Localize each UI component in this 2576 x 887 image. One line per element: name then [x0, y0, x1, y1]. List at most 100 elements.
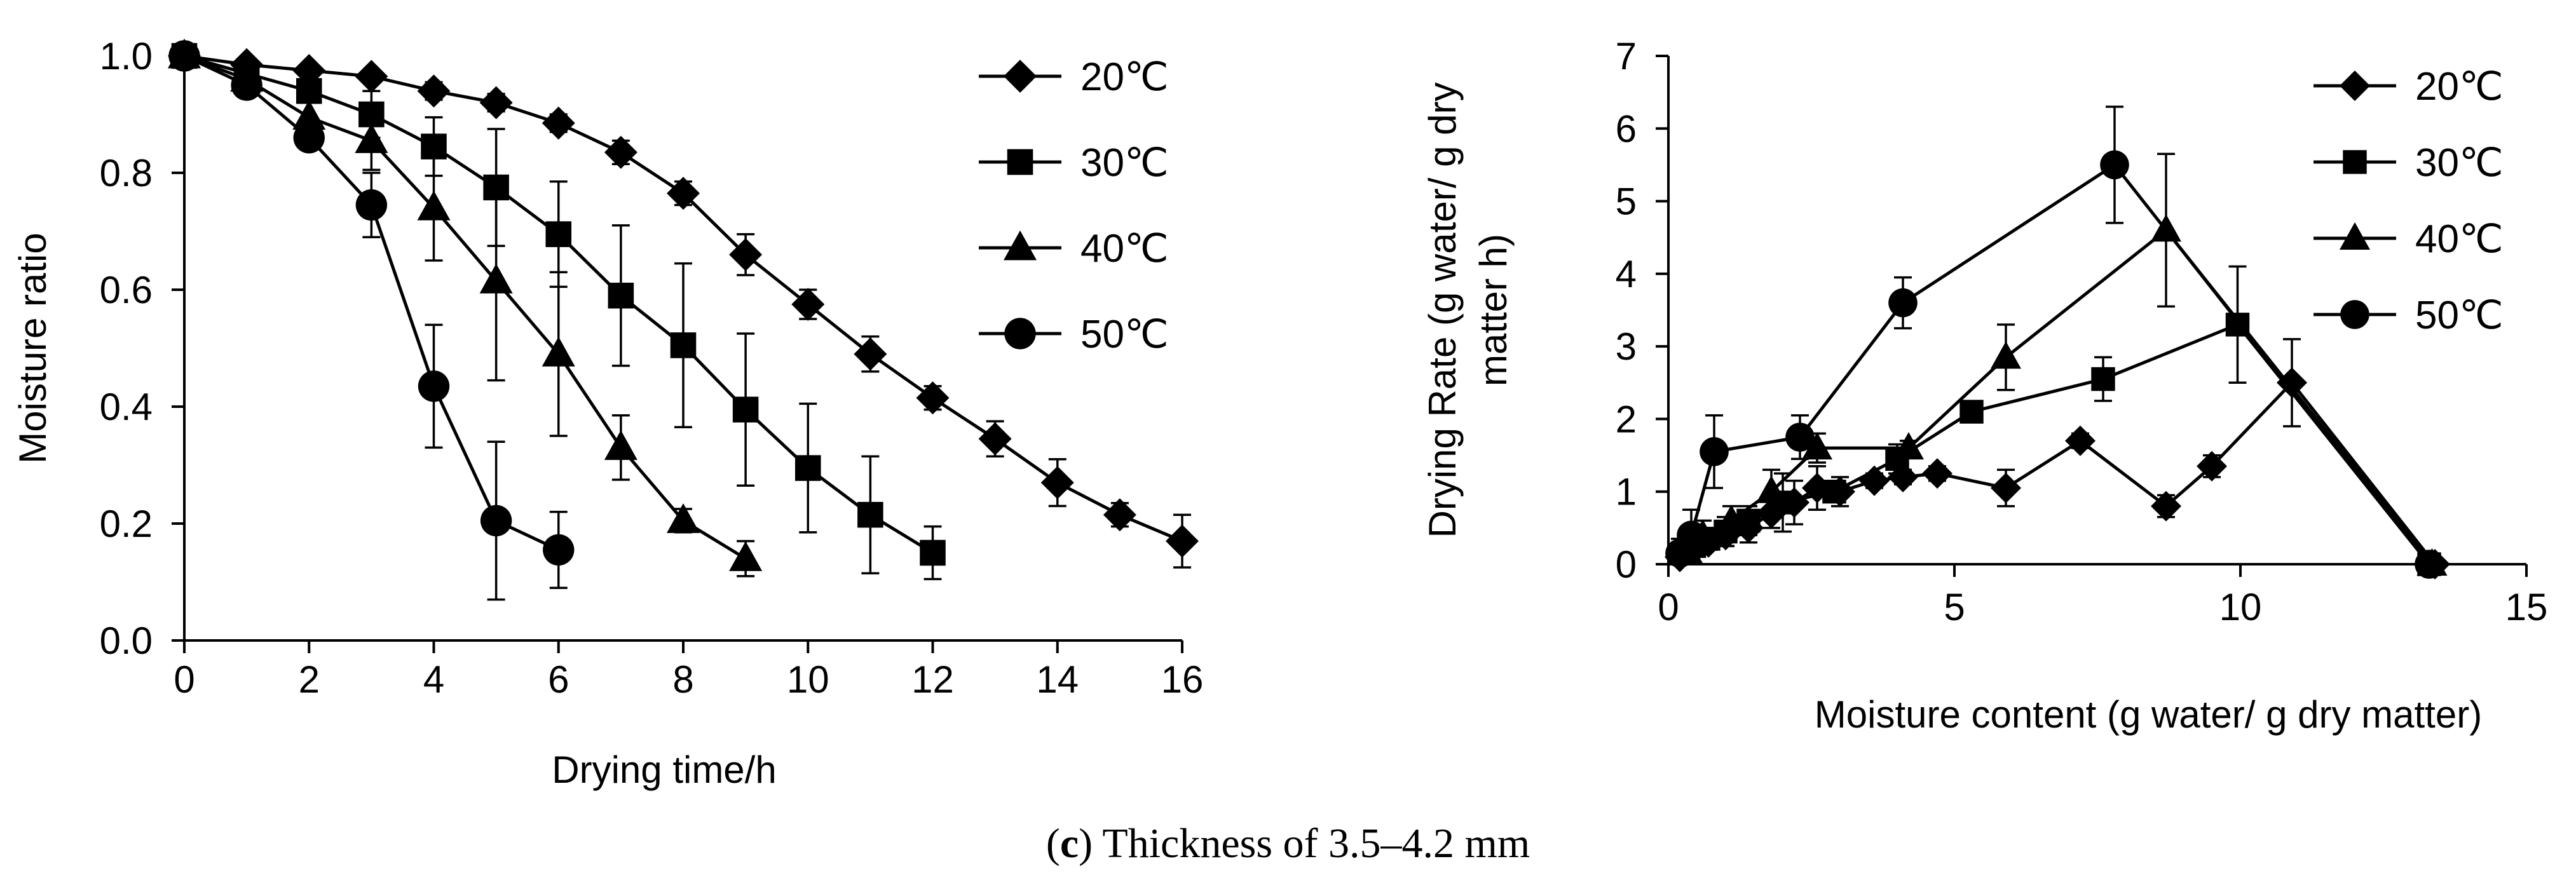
- data-point-circle: [1888, 288, 1918, 318]
- legend-entry: 50℃: [2314, 294, 2504, 337]
- legend-entry: 20℃: [2314, 65, 2504, 109]
- x-tick-label: 12: [911, 658, 954, 701]
- legend-label: 50℃: [1080, 313, 1169, 356]
- x-tick-label: 5: [1944, 586, 1965, 628]
- legend-marker-square: [2343, 150, 2367, 174]
- data-point-diamond: [355, 60, 388, 93]
- legend-label: 20℃: [2415, 65, 2504, 109]
- caption-label: c: [1060, 820, 1079, 867]
- data-point-circle: [2100, 150, 2129, 180]
- data-point-circle: [168, 40, 200, 72]
- y-axis-title: Drying Rate (g water/ g dry matter h): [1421, 83, 1515, 538]
- series-diamond: [1665, 337, 2450, 579]
- y-tick-label: 1: [1616, 471, 1637, 513]
- data-point-diamond: [1040, 466, 1074, 499]
- data-point-square: [920, 539, 946, 566]
- x-tick-label: 15: [2505, 586, 2548, 628]
- y-tick-label: 5: [1616, 180, 1637, 223]
- data-point-diamond: [729, 238, 763, 271]
- data-point-diamond: [1103, 498, 1136, 532]
- data-point-diamond: [667, 177, 700, 210]
- data-point-diamond: [542, 106, 575, 140]
- data-point-square: [794, 455, 821, 481]
- data-point-square: [670, 332, 697, 358]
- legend-marker-circle: [1004, 318, 1036, 349]
- data-point-square: [1822, 479, 1846, 504]
- legend-label: 40℃: [1080, 227, 1169, 271]
- data-point-diamond: [978, 422, 1012, 456]
- data-point-triangle: [1756, 475, 1787, 503]
- data-point-triangle: [1716, 504, 1747, 532]
- x-axis-title: Moisture content (g water/ g dry matter): [1815, 693, 2482, 736]
- legend-label: 30℃: [2415, 141, 2504, 185]
- data-point-circle: [1785, 423, 1815, 452]
- data-point-diamond: [854, 337, 887, 371]
- y-tick-label: 0.6: [100, 269, 153, 311]
- legend-marker-square: [1007, 149, 1033, 175]
- data-point-diamond: [417, 74, 451, 108]
- legend-marker-triangle: [2340, 222, 2370, 250]
- data-point-square: [1959, 400, 1984, 424]
- data-point-diamond: [1991, 473, 2021, 503]
- y-tick-label: 0.8: [100, 152, 153, 194]
- data-point-triangle: [417, 190, 451, 220]
- data-point-diamond: [604, 135, 637, 169]
- legend-label: 30℃: [1080, 141, 1169, 185]
- data-point-square: [545, 221, 572, 247]
- series-circle: [1665, 105, 2444, 579]
- data-point-square: [608, 282, 634, 309]
- data-point-triangle: [1893, 431, 1924, 460]
- drying-rate-chart: 0 5 10 15 0 1 2 3 4 5 6 7 Moisture content (g water/…: [1421, 35, 2547, 736]
- y-tick-label: 0.4: [100, 386, 153, 428]
- y-tick-label: 2: [1616, 398, 1637, 440]
- data-point-circle: [231, 69, 262, 101]
- data-point-triangle: [667, 503, 700, 533]
- x-tick-label: 6: [548, 658, 569, 701]
- data-point-diamond: [1922, 458, 1952, 489]
- y-tick-label: 0.0: [100, 620, 153, 662]
- y-axis-title-line: Drying Rate (g water/ g dry: [1421, 83, 1464, 538]
- series-line: [1679, 380, 2436, 565]
- data-point-circle: [418, 370, 450, 402]
- legend-entry: 20℃: [979, 55, 1169, 99]
- series-triangle: [1673, 152, 2448, 576]
- data-point-triangle: [1802, 431, 1832, 460]
- x-axis-title: Drying time/h: [552, 748, 776, 791]
- data-point-square: [857, 501, 883, 528]
- x-tick-label: 10: [2219, 586, 2262, 628]
- moisture-ratio-chart: 0 2 4 6 8 10 12 14 16 0.0 0.2 0.4 0.6 0.8 1.0 Drying ti…: [11, 35, 1203, 791]
- y-axis-title: Moisture ratio: [11, 233, 54, 463]
- y-axis-title-line: matter h): [1472, 234, 1515, 386]
- series-line: [184, 54, 747, 560]
- data-point-diamond: [2065, 425, 2096, 456]
- legend-entry: 40℃: [979, 227, 1169, 271]
- legend-marker-diamond: [2340, 71, 2370, 101]
- series-triangle: [168, 38, 763, 578]
- legend-label: 50℃: [2415, 294, 2504, 337]
- x-tick-label: 14: [1036, 658, 1079, 701]
- y-tick-label: 1.0: [100, 35, 153, 78]
- data-point-square: [2091, 367, 2115, 391]
- data-point-triangle: [292, 100, 326, 130]
- data-point-circle: [355, 189, 388, 221]
- data-point-diamond: [2277, 367, 2307, 398]
- x-tick-label: 0: [174, 658, 194, 701]
- data-point-circle: [293, 122, 325, 154]
- data-point-circle: [480, 504, 512, 537]
- x-tick-label: 0: [1658, 586, 1679, 628]
- data-point-diamond: [791, 288, 825, 321]
- x-tick-label: 16: [1161, 658, 1204, 701]
- legend-entry: 30℃: [979, 141, 1169, 185]
- data-point-triangle: [355, 123, 388, 153]
- legend-marker-diamond: [1004, 60, 1037, 93]
- figure-caption: (c) Thickness of 3.5–4.2 mm: [1046, 820, 1530, 867]
- y-tick-label: 7: [1616, 35, 1637, 78]
- data-point-circle: [543, 534, 575, 566]
- legend-marker-triangle: [1004, 230, 1037, 261]
- data-point-triangle: [479, 263, 513, 294]
- y-tick-label: 3: [1616, 325, 1637, 368]
- y-tick-label: 4: [1616, 253, 1637, 295]
- x-tick-label: 8: [672, 658, 693, 701]
- legend-entry: 50℃: [979, 313, 1169, 356]
